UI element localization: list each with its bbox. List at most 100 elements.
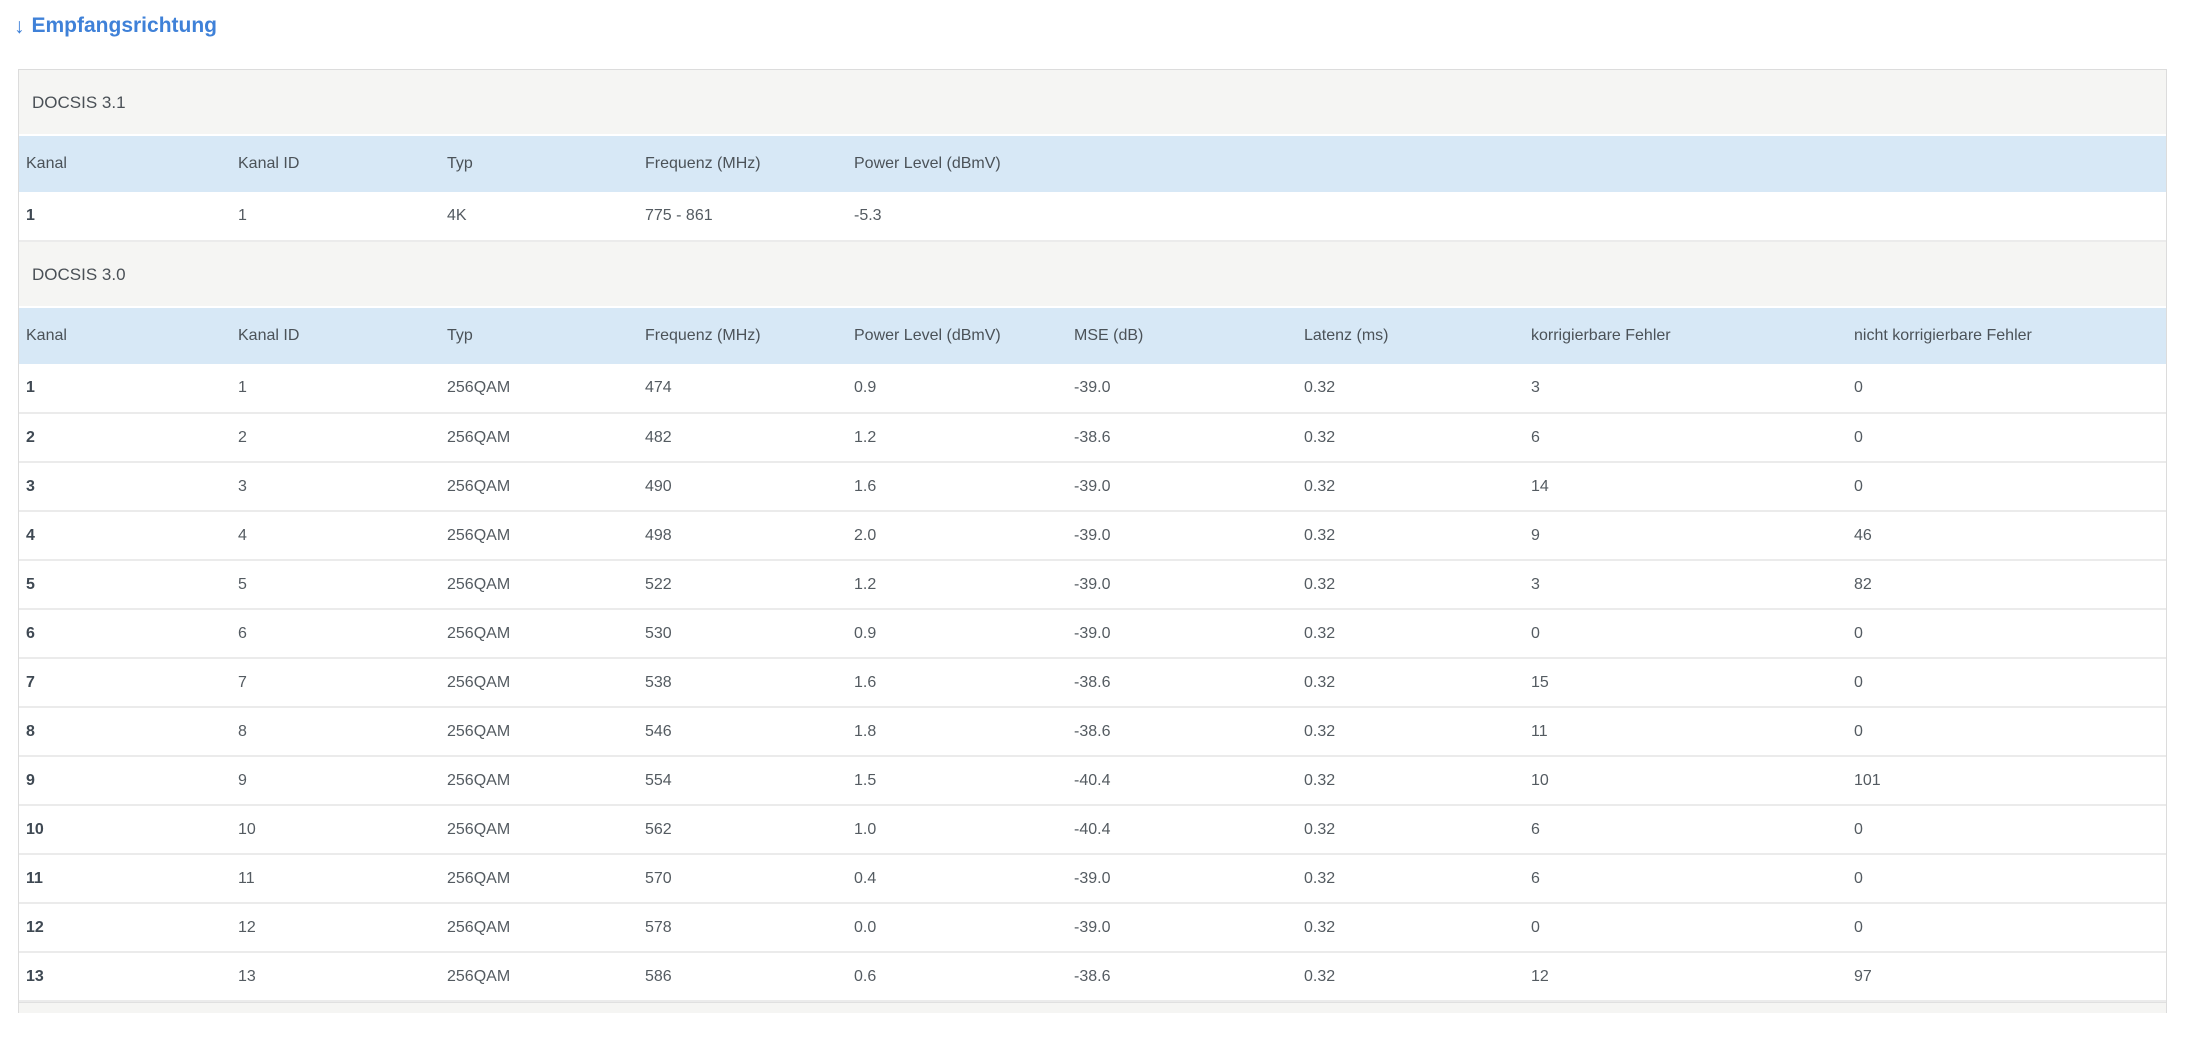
cell: 482 bbox=[638, 413, 847, 463]
cell: 7 bbox=[231, 658, 440, 708]
cell: 3 bbox=[19, 462, 231, 512]
cell: 11 bbox=[19, 854, 231, 904]
cell: 6 bbox=[1524, 805, 1847, 855]
cell: -39.0 bbox=[1067, 511, 1297, 561]
cell: 1 bbox=[231, 192, 440, 242]
cell: 3 bbox=[1524, 364, 1847, 414]
cell: -39.0 bbox=[1067, 609, 1297, 659]
cell: 554 bbox=[638, 756, 847, 806]
cell: 15 bbox=[1524, 658, 1847, 708]
cell: 11 bbox=[1524, 707, 1847, 757]
cell: 0.32 bbox=[1297, 952, 1524, 1002]
cell: 0.32 bbox=[1297, 707, 1524, 757]
cell: -5.3 bbox=[847, 192, 2166, 242]
cell: 0.9 bbox=[847, 364, 1067, 414]
table-row: 10 10 256QAM 562 1.0 -40.4 0.32 6 0 bbox=[19, 805, 2166, 855]
column-header: Kanal ID bbox=[231, 136, 440, 192]
column-header: Power Level (dBmV) bbox=[847, 136, 2166, 192]
column-header: Frequenz (MHz) bbox=[638, 308, 847, 364]
cell: 0.32 bbox=[1297, 658, 1524, 708]
cell: 12 bbox=[231, 903, 440, 953]
table-row: 8 8 256QAM 546 1.8 -38.6 0.32 11 0 bbox=[19, 707, 2166, 757]
cell: 256QAM bbox=[440, 560, 638, 610]
cell: 2.0 bbox=[847, 511, 1067, 561]
cell: 256QAM bbox=[440, 756, 638, 806]
cell: 530 bbox=[638, 609, 847, 659]
cell: 775 - 861 bbox=[638, 192, 847, 242]
table-row: 5 5 256QAM 522 1.2 -39.0 0.32 3 82 bbox=[19, 560, 2166, 610]
cell: 14 bbox=[1524, 462, 1847, 512]
cell: 101 bbox=[1847, 756, 2166, 806]
cell: 4 bbox=[231, 511, 440, 561]
column-header: Latenz (ms) bbox=[1297, 308, 1524, 364]
cell: 6 bbox=[231, 609, 440, 659]
cell: 522 bbox=[638, 560, 847, 610]
cell: 10 bbox=[231, 805, 440, 855]
column-header: Typ bbox=[440, 136, 638, 192]
cell: 256QAM bbox=[440, 805, 638, 855]
cell: 0.32 bbox=[1297, 854, 1524, 904]
cell: 5 bbox=[19, 560, 231, 610]
cell: 0 bbox=[1847, 658, 2166, 708]
table-row: 6 6 256QAM 530 0.9 -39.0 0.32 0 0 bbox=[19, 609, 2166, 659]
cell: 0.32 bbox=[1297, 364, 1524, 414]
table-row: 7 7 256QAM 538 1.6 -38.6 0.32 15 0 bbox=[19, 658, 2166, 708]
cell: 9 bbox=[231, 756, 440, 806]
cell: 0.9 bbox=[847, 609, 1067, 659]
cell: 474 bbox=[638, 364, 847, 414]
cell: -38.6 bbox=[1067, 658, 1297, 708]
cell: 0.32 bbox=[1297, 903, 1524, 953]
cell: 1.0 bbox=[847, 805, 1067, 855]
arrow-down-icon: ↓ bbox=[14, 15, 25, 38]
table-row: 4 4 256QAM 498 2.0 -39.0 0.32 9 46 bbox=[19, 511, 2166, 561]
cell: 0.32 bbox=[1297, 462, 1524, 512]
cell: 82 bbox=[1847, 560, 2166, 610]
cell: 562 bbox=[638, 805, 847, 855]
cell: 13 bbox=[19, 952, 231, 1002]
cell: 10 bbox=[1524, 756, 1847, 806]
cell: 1.2 bbox=[847, 560, 1067, 610]
column-header: Frequenz (MHz) bbox=[638, 136, 847, 192]
cell: 0 bbox=[1524, 903, 1847, 953]
column-header: MSE (dB) bbox=[1067, 308, 1297, 364]
cell: 9 bbox=[19, 756, 231, 806]
cell: 6 bbox=[1524, 413, 1847, 463]
cell: 10 bbox=[19, 805, 231, 855]
channel-table: Kanal Kanal ID Typ Frequenz (MHz) Power Leve… bbox=[19, 308, 2166, 1002]
section-header: DOCSIS 3.1 bbox=[19, 70, 2166, 136]
cell: 12 bbox=[1524, 952, 1847, 1002]
cell: -39.0 bbox=[1067, 854, 1297, 904]
cell: 0.32 bbox=[1297, 413, 1524, 463]
table-row: 3 3 256QAM 490 1.6 -39.0 0.32 14 0 bbox=[19, 462, 2166, 512]
cell: 1 bbox=[19, 364, 231, 414]
cell: 1 bbox=[19, 192, 231, 242]
cell: 46 bbox=[1847, 511, 2166, 561]
cell: 490 bbox=[638, 462, 847, 512]
table-row: 12 12 256QAM 578 0.0 -39.0 0.32 0 0 bbox=[19, 903, 2166, 953]
cell: 256QAM bbox=[440, 952, 638, 1002]
cell: 7 bbox=[19, 658, 231, 708]
cell: 0.32 bbox=[1297, 511, 1524, 561]
column-header: Kanal bbox=[19, 308, 231, 364]
cell: 0.4 bbox=[847, 854, 1067, 904]
cell: 6 bbox=[19, 609, 231, 659]
cell: 256QAM bbox=[440, 462, 638, 512]
cell: 1.2 bbox=[847, 413, 1067, 463]
cell: 1.8 bbox=[847, 707, 1067, 757]
page-title: Empfangsrichtung bbox=[31, 14, 218, 37]
cell: -39.0 bbox=[1067, 560, 1297, 610]
cell: 2 bbox=[231, 413, 440, 463]
cell: 1.6 bbox=[847, 658, 1067, 708]
cell: 498 bbox=[638, 511, 847, 561]
table-header-row: Kanal Kanal ID Typ Frequenz (MHz) Power Leve… bbox=[19, 308, 2166, 364]
cell: 11 bbox=[231, 854, 440, 904]
cell: -40.4 bbox=[1067, 756, 1297, 806]
cell: -38.6 bbox=[1067, 707, 1297, 757]
cell: 0.32 bbox=[1297, 756, 1524, 806]
cell: 0.6 bbox=[847, 952, 1067, 1002]
cell: 5 bbox=[231, 560, 440, 610]
cell: -39.0 bbox=[1067, 364, 1297, 414]
receive-direction-section-toggle[interactable]: ↓ Empfangsrichtung bbox=[14, 14, 217, 38]
cell: -40.4 bbox=[1067, 805, 1297, 855]
column-header: Kanal ID bbox=[231, 308, 440, 364]
